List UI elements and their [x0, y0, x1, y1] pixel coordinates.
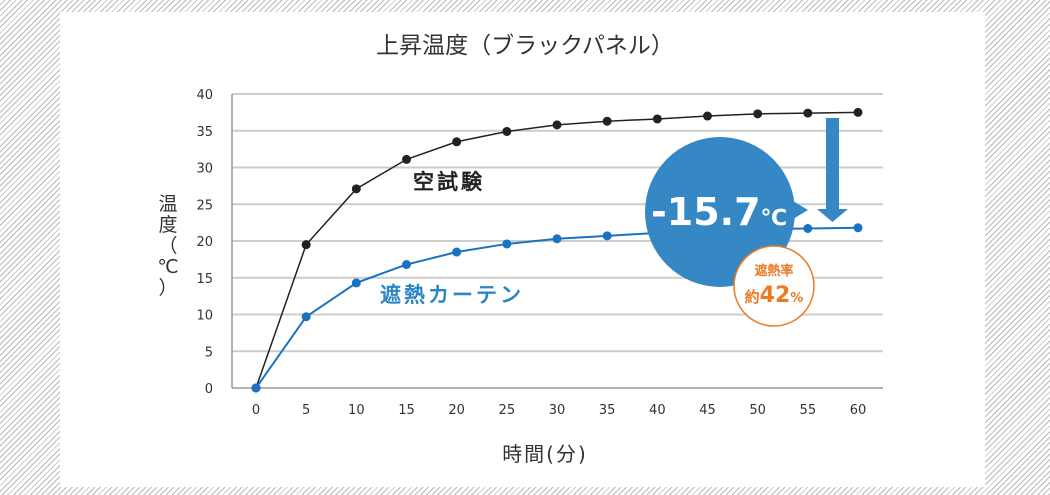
x-tick-label: 10: [348, 403, 365, 418]
x-tick-label: 45: [699, 403, 716, 418]
reduction-rate-value: 42: [760, 283, 791, 308]
series-points: [251, 107, 863, 393]
data-point-1: [502, 239, 512, 249]
y-tick-label: 15: [196, 272, 213, 287]
data-point-1: [552, 234, 562, 244]
x-tick-labels: 0 5 10 15 20 25 30 35 40 45 50 55 60: [252, 403, 866, 418]
x-tick-label: 25: [499, 403, 516, 418]
reduction-rate-unit: %: [790, 291, 803, 306]
chart-title: 上昇温度（ブラックパネル）: [376, 33, 674, 59]
data-point-0: [351, 184, 361, 194]
y-axis-label-char: ）: [158, 277, 177, 299]
data-point-1: [853, 223, 863, 233]
data-point-0: [602, 116, 612, 126]
y-tick-label: 40: [196, 88, 213, 103]
x-tick-label: 50: [749, 403, 766, 418]
y-tick-label: 35: [196, 125, 213, 140]
y-tick-label: 25: [196, 198, 213, 213]
data-point-1: [602, 231, 612, 241]
y-tick-label: 5: [205, 345, 213, 360]
difference-value: -15.7: [651, 190, 761, 234]
x-tick-label: 30: [549, 403, 566, 418]
x-tick-label: 35: [599, 403, 616, 418]
data-point-1: [301, 312, 311, 322]
y-tick-labels: 0 5 10 15 20 25 30 35 40: [196, 88, 213, 397]
data-point-1: [351, 278, 361, 288]
difference-unit: ℃: [761, 206, 788, 231]
data-point-0: [753, 109, 763, 119]
y-axis-label-char: （: [158, 235, 177, 257]
data-point-1: [251, 383, 261, 393]
reduction-rate-label: 遮熱率: [754, 263, 793, 279]
data-point-0: [853, 107, 863, 117]
y-tick-label: 10: [196, 309, 213, 324]
x-tick-label: 20: [448, 403, 465, 418]
series-label-heat-curtain: 遮熱カーテン: [380, 283, 524, 307]
x-tick-label: 60: [850, 403, 867, 418]
y-axis-label: 温度（℃）: [157, 193, 178, 299]
data-point-1: [452, 247, 462, 257]
y-axis-label-char: 度: [158, 214, 177, 236]
data-point-0: [552, 120, 562, 130]
data-point-0: [402, 154, 411, 164]
y-axis-label-char: ℃: [157, 256, 178, 278]
y-axis-label-char: 温: [158, 193, 177, 215]
data-point-0: [703, 111, 712, 121]
x-axis-label: 時間(分): [502, 442, 588, 466]
data-point-1: [402, 260, 411, 270]
data-point-0: [452, 137, 462, 147]
reduction-rate-badge: 遮熱率 約42%: [733, 245, 815, 327]
data-point-0: [301, 240, 311, 250]
data-point-0: [502, 126, 512, 136]
y-tick-label: 20: [196, 235, 213, 250]
data-point-0: [652, 114, 662, 124]
drop-arrow: [817, 118, 848, 222]
x-tick-label: 0: [252, 403, 260, 418]
data-point-0: [803, 108, 813, 118]
x-tick-label: 15: [398, 403, 415, 418]
svg-text:約42%: 約42%: [745, 283, 804, 308]
svg-text:-15.7℃: -15.7℃: [651, 190, 787, 234]
y-tick-label: 0: [205, 382, 213, 397]
series-label-blank-test: 空試験: [413, 170, 485, 194]
x-tick-label: 40: [649, 403, 666, 418]
x-tick-label: 5: [302, 403, 310, 418]
chart-panel: [60, 12, 985, 487]
reduction-rate-prefix: 約: [745, 288, 760, 306]
data-point-1: [803, 224, 813, 234]
y-tick-label: 30: [196, 162, 213, 177]
x-tick-label: 55: [800, 403, 817, 418]
